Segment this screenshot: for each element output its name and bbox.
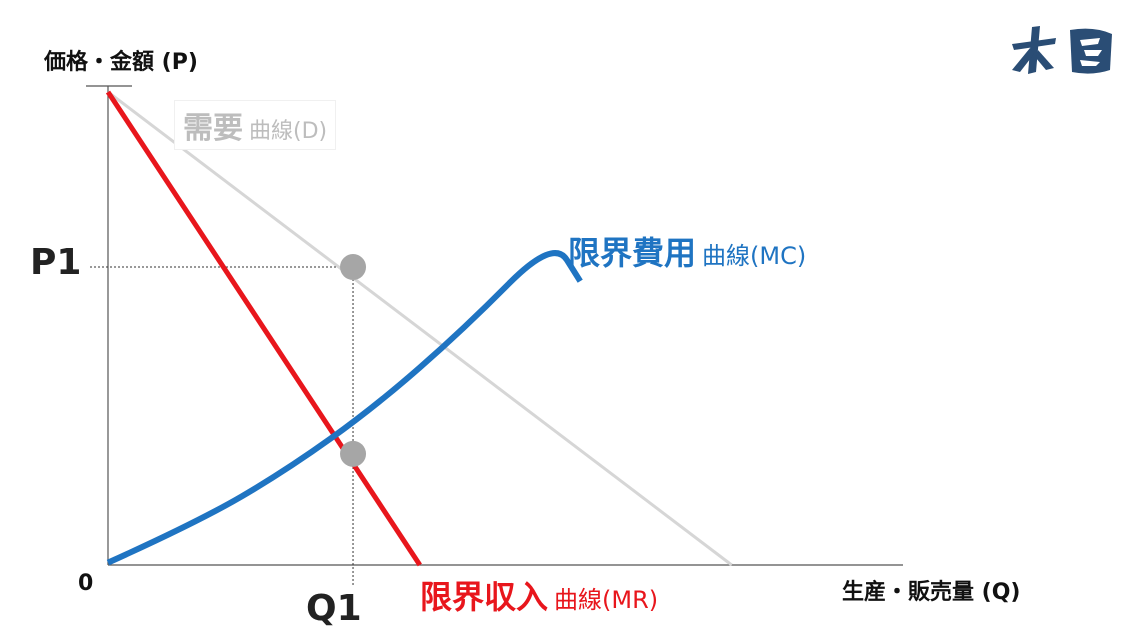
marginal-revenue-curve <box>105 90 422 567</box>
demand-label-sub: 曲線(D) <box>249 119 328 144</box>
demand-curve <box>107 90 733 567</box>
mc-label-sub: 曲線(MC) <box>702 242 807 270</box>
point-mr-mc-intersection <box>340 440 367 467</box>
p1-label: P1 <box>30 242 82 283</box>
origin-label: 0 <box>78 571 94 596</box>
marginal-cost-curve <box>106 250 583 566</box>
marginal-revenue-label: 限界収入 曲線(MR) <box>420 572 658 618</box>
q1-label: Q1 <box>306 588 362 629</box>
mc-label-main: 限界費用 <box>568 234 697 272</box>
marginal-cost-label: 限界費用 曲線(MC) <box>568 228 806 274</box>
demand-label-main: 需要 <box>183 111 243 146</box>
mr-label-sub: 曲線(MR) <box>554 586 659 614</box>
x-axis-label: 生産・販売量 (Q) <box>842 580 1021 605</box>
point-p1-demand <box>340 254 367 281</box>
logo-icon <box>1012 26 1112 74</box>
mr-label-main: 限界収入 <box>420 578 549 616</box>
demand-curve-label: 需要 曲線(D) <box>174 100 337 150</box>
y-axis-label: 価格・金額 (P) <box>44 50 198 75</box>
